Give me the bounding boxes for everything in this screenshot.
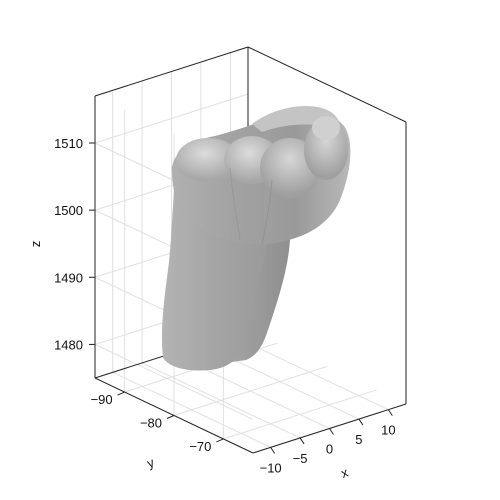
z-tick-label: 1480: [54, 337, 83, 352]
x-tick-label: 10: [381, 423, 395, 438]
y-tick-mark: [167, 416, 174, 419]
x-axis-label: x: [339, 464, 351, 480]
y-tick-mark: [118, 392, 125, 395]
y-tick-label: −80: [140, 416, 162, 431]
x-tick-label: −10: [260, 460, 282, 475]
z-tick-label: 1510: [54, 136, 83, 151]
x-tick-mark: [300, 438, 304, 444]
y-tick-mark: [216, 439, 223, 442]
grid-line-y: [174, 367, 327, 416]
x-tick-mark: [359, 419, 363, 425]
x-tick-mark: [388, 410, 392, 416]
z-tick-label: 1490: [54, 270, 83, 285]
x-tick-label: 5: [355, 432, 362, 447]
z-axis-label: z: [28, 241, 43, 248]
surface-cusp-5: [312, 116, 340, 140]
x-tick-label: 0: [326, 442, 333, 457]
y-axis-label: y: [145, 454, 157, 470]
z-tick-label: 1500: [54, 203, 83, 218]
surface-mesh: [162, 106, 350, 371]
grid-line-y: [223, 390, 376, 439]
x-tick-mark: [330, 429, 334, 435]
x-tick-mark: [271, 447, 275, 453]
y-tick-label: −70: [189, 439, 211, 454]
y-tick-label: −90: [91, 392, 113, 407]
x-tick-label: −5: [293, 451, 308, 466]
